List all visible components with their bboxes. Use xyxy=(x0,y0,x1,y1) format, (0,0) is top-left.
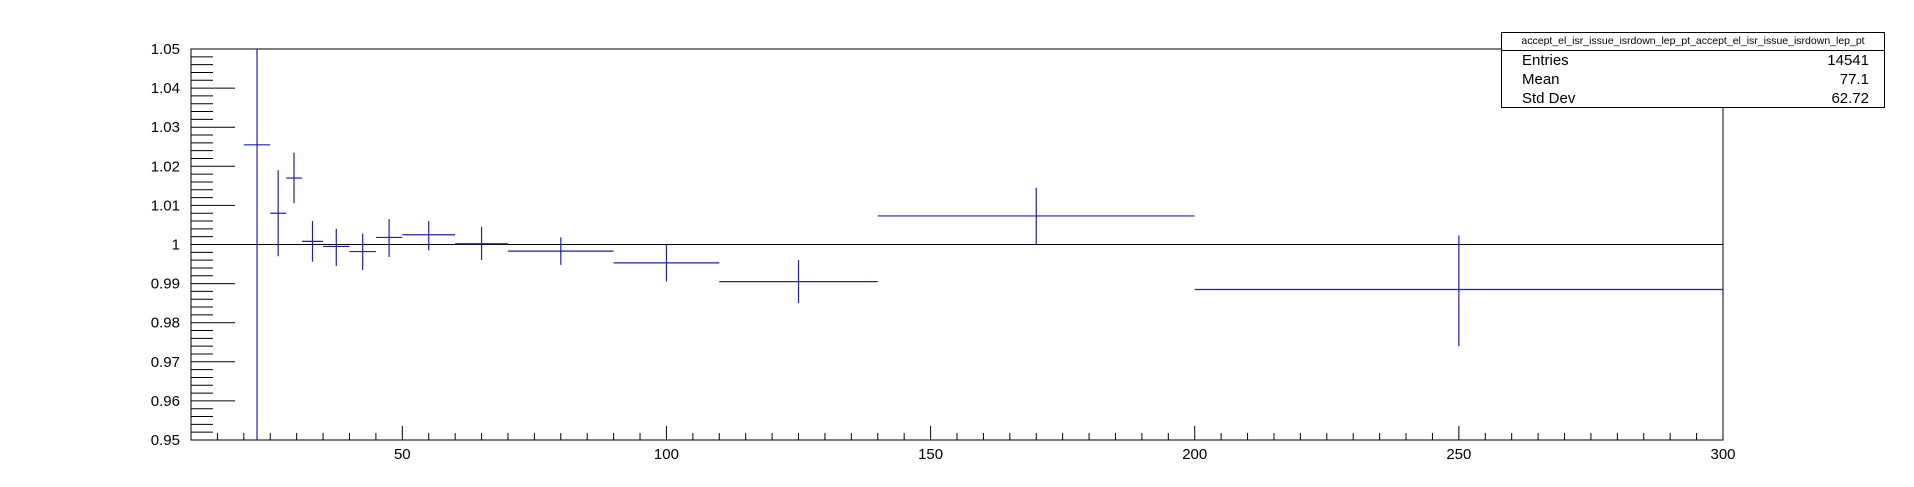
x-tick-label: 100 xyxy=(654,446,679,463)
data-point xyxy=(877,187,1195,245)
data-point xyxy=(323,228,350,267)
data-point xyxy=(402,221,456,251)
stats-row-entries: Entries 14541 xyxy=(1502,51,1884,70)
y-tick-label: 0.98 xyxy=(151,315,180,332)
x-tick-label: 300 xyxy=(1710,446,1735,463)
y-tick-label: 1 xyxy=(172,237,180,254)
y-tick-label: 1.01 xyxy=(151,197,180,214)
axes: 50 100 150 200 250 300 0.95 0.96 0.97 0.98 0.99 1 1.… xyxy=(151,41,1736,463)
data-point xyxy=(507,237,614,265)
x-tick-label: 150 xyxy=(918,446,943,463)
stats-mean-label: Mean xyxy=(1522,71,1560,88)
data-point xyxy=(1194,235,1723,347)
data-point xyxy=(375,219,403,258)
stats-row-stddev: Std Dev 62.72 xyxy=(1502,89,1884,108)
y-tick-label: 0.96 xyxy=(151,393,180,410)
y-tick-label: 1.03 xyxy=(151,119,180,136)
data-point xyxy=(243,49,271,440)
data-point xyxy=(349,233,376,270)
stats-title: accept_el_isr_issue_isrdown_lep_pt_accep… xyxy=(1502,33,1884,51)
y-tick-label: 0.99 xyxy=(151,276,180,293)
stats-box: accept_el_isr_issue_isrdown_lep_pt_accep… xyxy=(1501,32,1885,108)
x-tick-label: 50 xyxy=(394,446,411,463)
data-point xyxy=(719,260,878,304)
data-point xyxy=(301,221,324,262)
stats-stddev-value: 62.72 xyxy=(1831,90,1869,107)
stats-entries-label: Entries xyxy=(1522,52,1569,69)
data-point xyxy=(455,226,508,261)
y-tick-label: 0.97 xyxy=(151,354,180,371)
data-point xyxy=(286,152,302,204)
data-point xyxy=(613,244,720,282)
data-points xyxy=(243,49,1723,440)
y-tick-label: 1.04 xyxy=(151,80,180,97)
data-point xyxy=(270,170,287,257)
stats-row-mean: Mean 77.1 xyxy=(1502,70,1884,89)
y-tick-label: 1.05 xyxy=(151,41,180,58)
x-tick-label: 250 xyxy=(1446,446,1471,463)
y-tick-label: 0.95 xyxy=(151,432,180,449)
stats-entries-value: 14541 xyxy=(1827,52,1869,69)
y-tick-label: 1.02 xyxy=(151,158,180,175)
stats-stddev-label: Std Dev xyxy=(1522,90,1576,107)
stats-mean-value: 77.1 xyxy=(1839,71,1869,88)
x-tick-label: 200 xyxy=(1182,446,1207,463)
